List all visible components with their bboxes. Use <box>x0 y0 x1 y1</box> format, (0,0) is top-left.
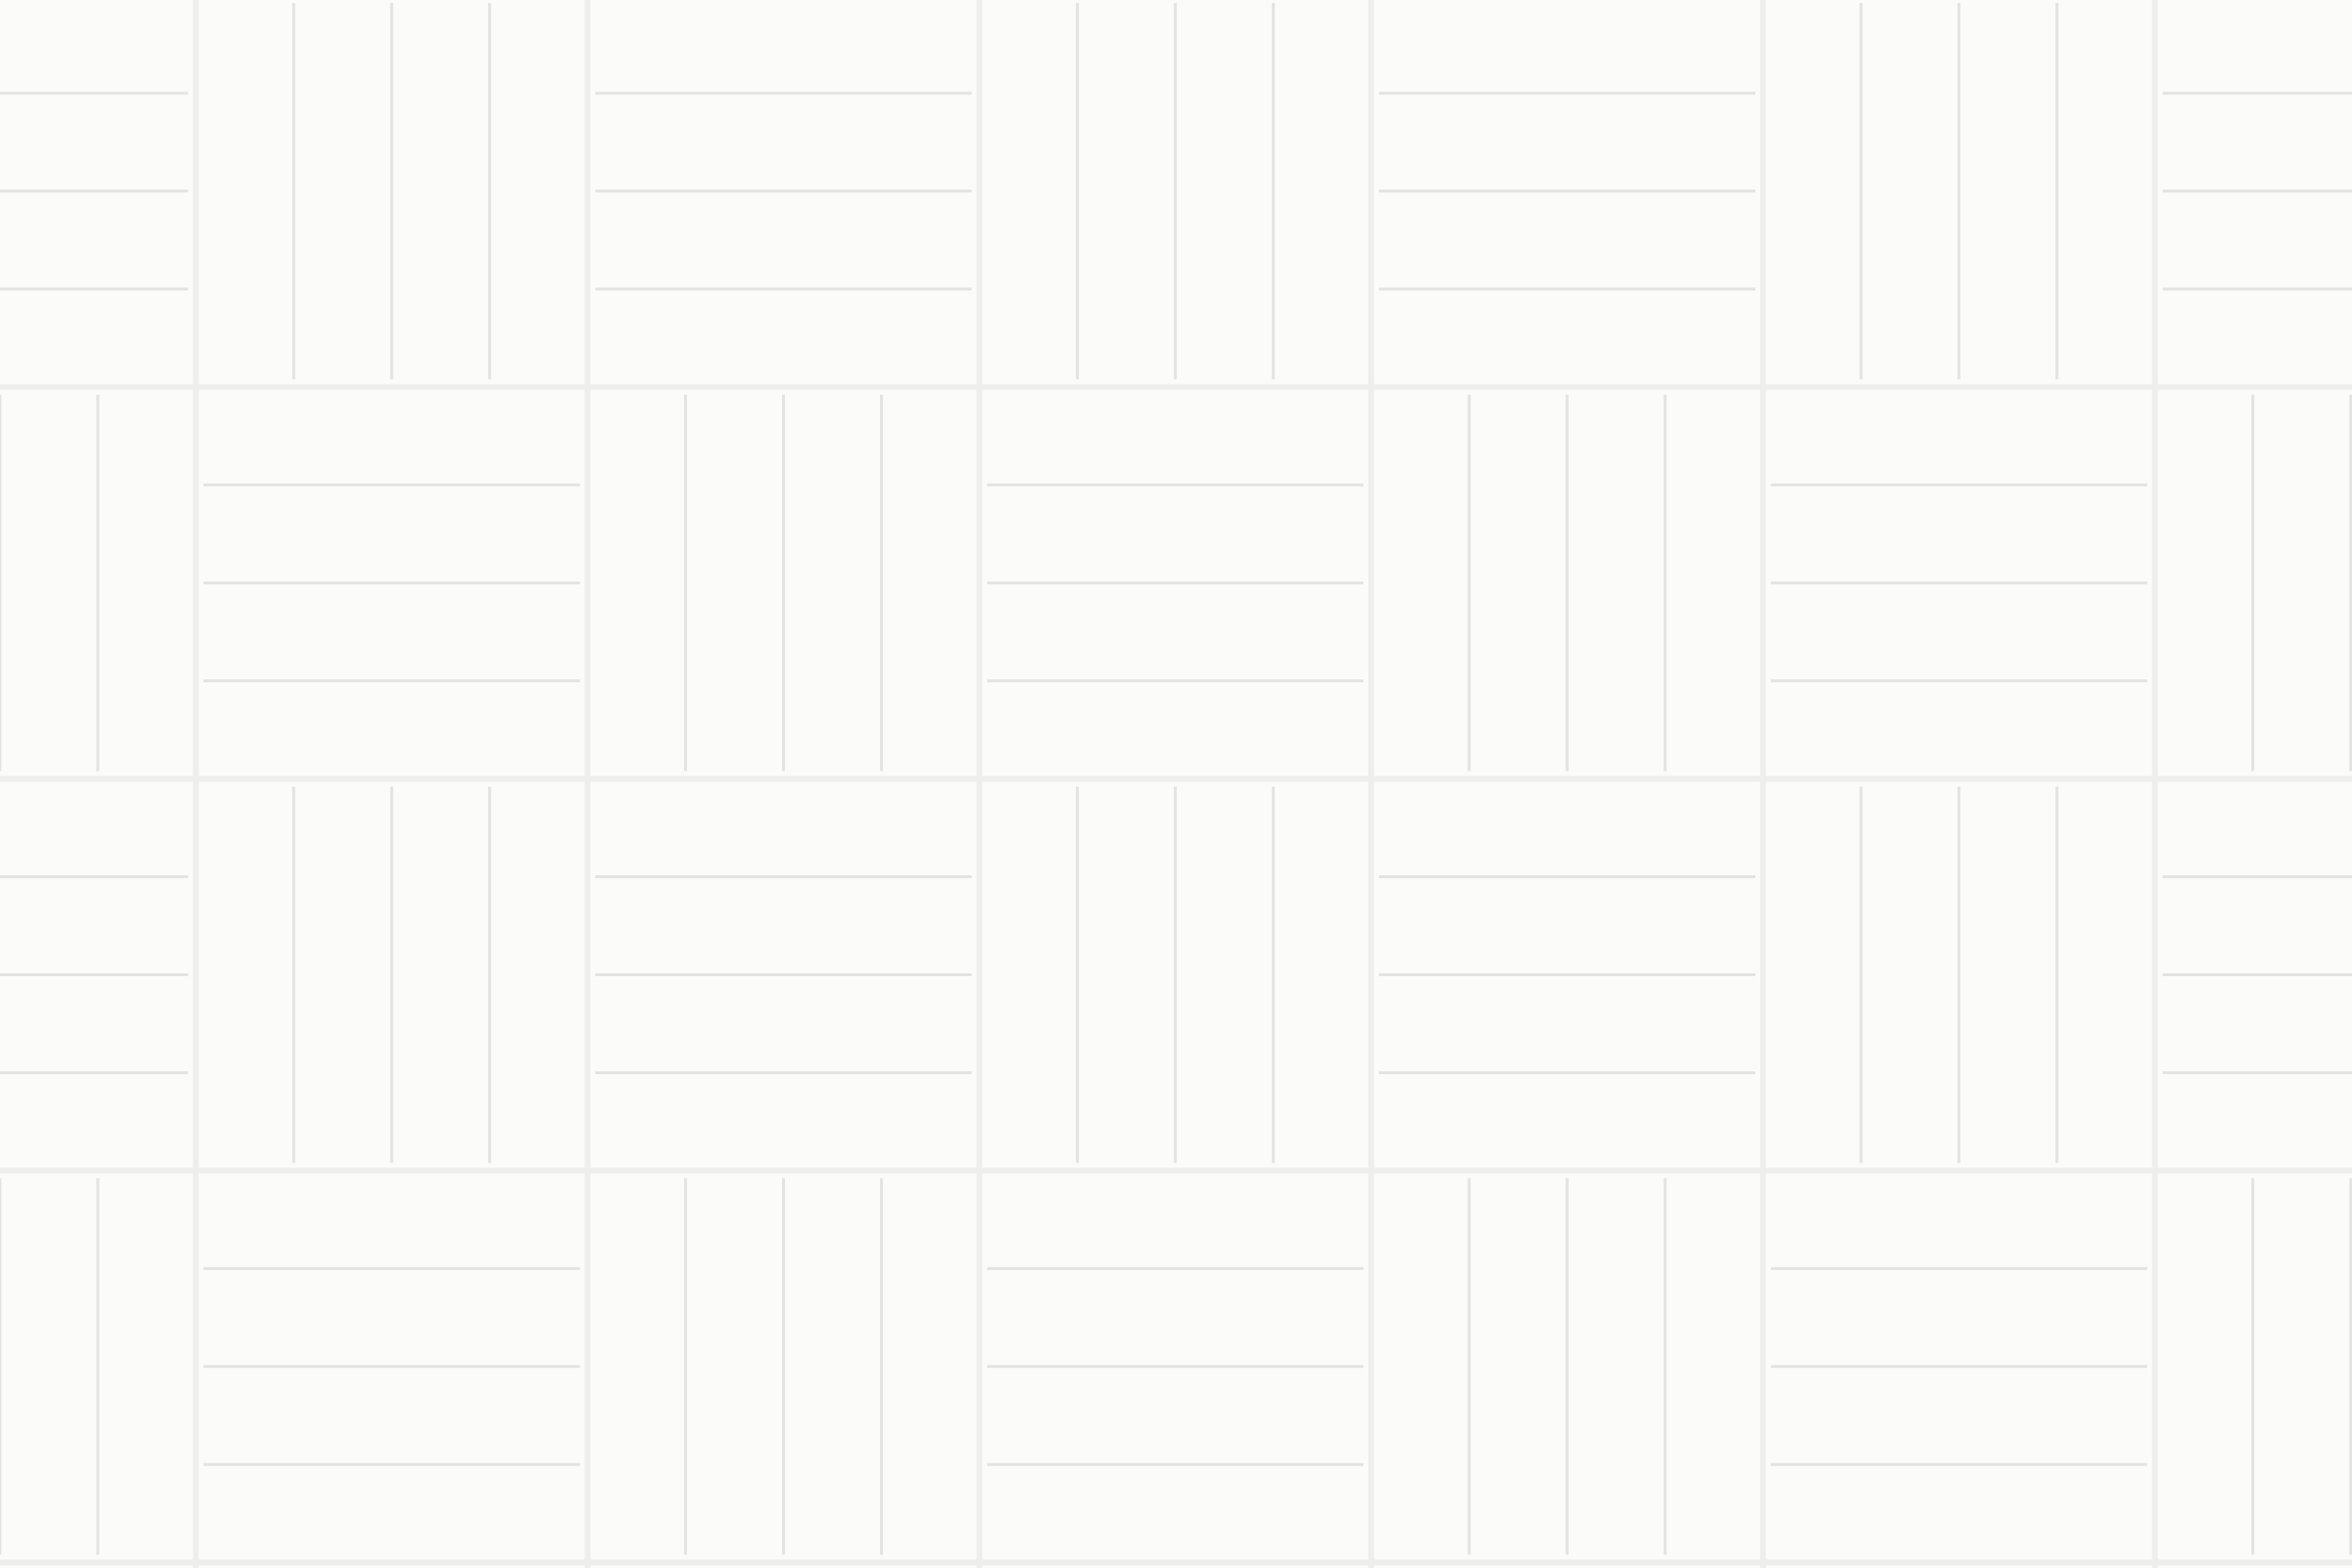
basketweave-tiles <box>0 0 2352 1568</box>
